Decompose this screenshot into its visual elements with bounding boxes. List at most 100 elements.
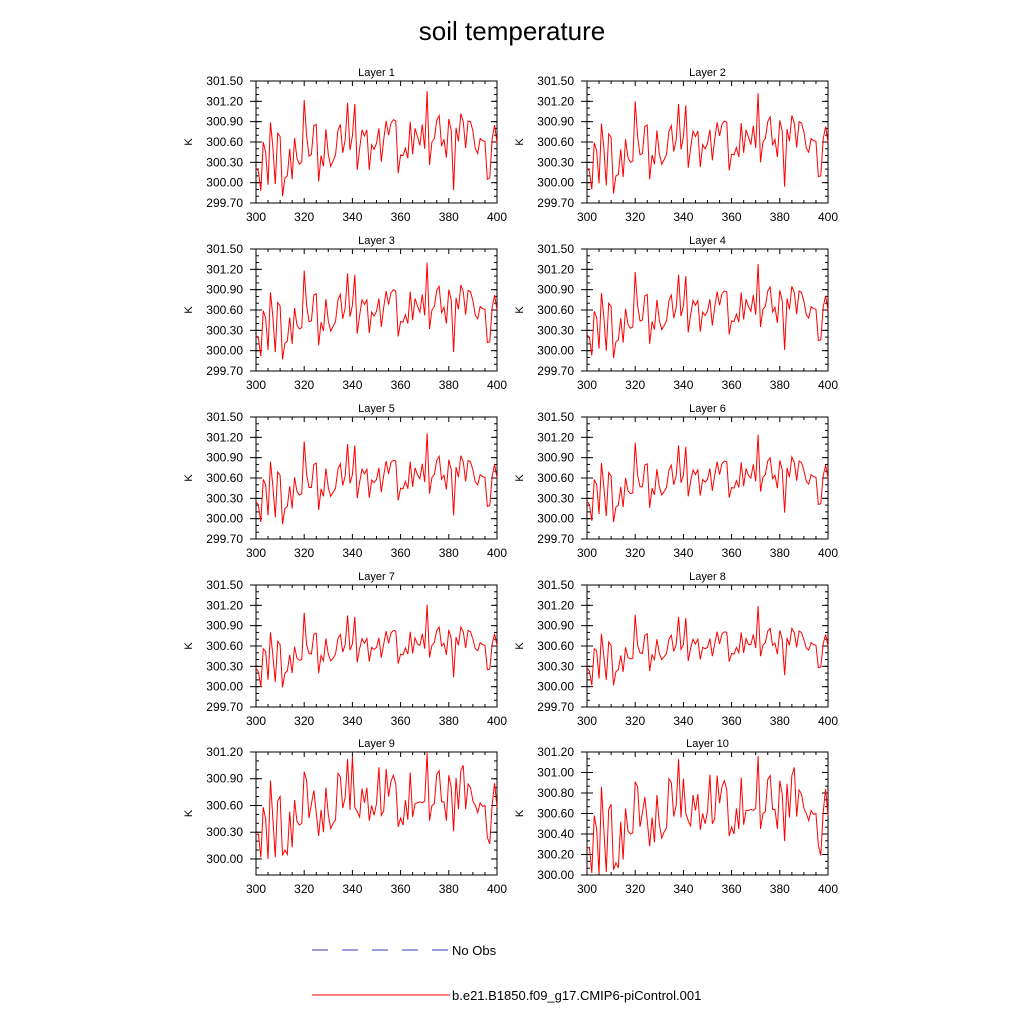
panel-title: Layer 3	[358, 235, 395, 247]
y-tick-label: 300.90	[537, 619, 574, 633]
y-tick-label: 300.60	[537, 135, 574, 149]
x-tick-label: 380	[770, 714, 790, 728]
y-axis-label: K	[183, 474, 195, 482]
y-axis-label: K	[183, 138, 195, 146]
x-tick-label: 300	[246, 714, 266, 728]
y-tick-label: 299.70	[206, 196, 243, 210]
panel-layer-3: Layer 3 K 300 320 340 360 380 400 299.70 300.00 30…	[183, 235, 507, 392]
y-tick-label: 300.60	[537, 807, 574, 821]
panel-title: Layer 5	[358, 403, 395, 415]
panel-layer-9: Layer 9 K 300 320 340 360 380 400 300.00 300.30 30…	[183, 738, 507, 896]
x-tick-label: 380	[770, 882, 790, 896]
x-tick-label: 400	[818, 210, 838, 224]
y-tick-label: 300.80	[537, 786, 574, 800]
y-tick-label: 301.50	[537, 410, 574, 424]
y-tick-label: 300.90	[206, 451, 243, 465]
x-tick-label: 340	[342, 378, 362, 392]
y-tick-label: 300.30	[206, 491, 243, 505]
x-tick-label: 300	[577, 714, 597, 728]
y-tick-label: 300.00	[537, 680, 574, 694]
x-tick-label: 300	[577, 882, 597, 896]
x-tick-label: 320	[294, 714, 314, 728]
y-tick-label: 300.30	[537, 323, 574, 337]
x-tick-label: 380	[770, 546, 790, 560]
y-tick-label: 300.90	[206, 283, 243, 297]
x-tick-label: 400	[487, 378, 507, 392]
x-tick-label: 400	[487, 714, 507, 728]
x-tick-label: 300	[246, 378, 266, 392]
panel-title: Layer 8	[689, 571, 726, 583]
y-tick-label: 301.50	[537, 242, 574, 256]
x-tick-label: 400	[818, 378, 838, 392]
x-tick-label: 400	[487, 546, 507, 560]
x-tick-label: 380	[439, 714, 459, 728]
legend-label-no-obs: No Obs	[452, 943, 497, 958]
x-tick-label: 360	[722, 210, 742, 224]
y-tick-label: 300.00	[206, 852, 243, 866]
x-tick-label: 400	[818, 546, 838, 560]
y-tick-label: 300.60	[537, 639, 574, 653]
y-axis-label: K	[514, 809, 526, 817]
x-tick-label: 380	[439, 882, 459, 896]
y-tick-label: 300.30	[537, 491, 574, 505]
panel-title: Layer 9	[358, 738, 395, 750]
y-axis-label: K	[514, 138, 526, 146]
x-tick-label: 300	[577, 546, 597, 560]
x-tick-label: 320	[625, 882, 645, 896]
panel-layer-5: Layer 5 K 300 320 340 360 380 400 299.70 300.00 30…	[183, 403, 507, 560]
x-tick-label: 320	[625, 714, 645, 728]
x-tick-label: 320	[625, 210, 645, 224]
y-axis-label: K	[514, 642, 526, 650]
y-tick-label: 299.70	[206, 532, 243, 546]
y-tick-label: 301.20	[206, 430, 243, 444]
panel-title: Layer 6	[689, 403, 726, 415]
x-tick-label: 360	[722, 882, 742, 896]
y-tick-label: 300.00	[537, 344, 574, 358]
y-tick-label: 299.70	[537, 196, 574, 210]
y-tick-label: 300.00	[537, 868, 574, 882]
x-tick-label: 320	[294, 378, 314, 392]
x-tick-label: 400	[487, 210, 507, 224]
x-tick-label: 320	[294, 210, 314, 224]
y-tick-label: 300.40	[537, 827, 574, 841]
y-tick-label: 301.50	[537, 74, 574, 88]
y-tick-label: 300.30	[537, 155, 574, 169]
y-tick-label: 301.50	[206, 74, 243, 88]
x-tick-label: 400	[818, 882, 838, 896]
x-tick-label: 340	[673, 714, 693, 728]
y-tick-label: 300.90	[206, 115, 243, 129]
x-tick-label: 340	[673, 210, 693, 224]
panel-title: Layer 4	[689, 235, 726, 247]
x-tick-label: 340	[342, 882, 362, 896]
panel-title: Layer 7	[358, 571, 395, 583]
y-tick-label: 299.70	[206, 700, 243, 714]
x-tick-label: 340	[342, 210, 362, 224]
y-axis-label: K	[183, 306, 195, 314]
y-tick-label: 301.20	[206, 94, 243, 108]
y-tick-label: 300.00	[206, 176, 243, 190]
x-tick-label: 380	[439, 210, 459, 224]
series-line	[255, 752, 498, 859]
y-tick-label: 301.50	[206, 242, 243, 256]
panel-layer-6: Layer 6 K 300 320 340 360 380 400 299.70 300.00 30…	[514, 403, 838, 560]
y-tick-label: 300.90	[537, 283, 574, 297]
x-tick-label: 340	[342, 714, 362, 728]
x-tick-label: 300	[246, 882, 266, 896]
series-line	[255, 433, 498, 525]
y-tick-label: 300.90	[537, 451, 574, 465]
y-tick-label: 301.20	[206, 745, 243, 759]
x-tick-label: 300	[577, 210, 597, 224]
x-tick-label: 300	[246, 210, 266, 224]
x-tick-label: 320	[625, 378, 645, 392]
x-tick-label: 360	[391, 210, 411, 224]
y-tick-label: 300.60	[206, 798, 243, 812]
chart-title: soil temperature	[419, 16, 605, 46]
x-tick-label: 360	[391, 714, 411, 728]
y-tick-label: 300.60	[206, 471, 243, 485]
series-line	[586, 93, 829, 194]
panel-layer-10: Layer 10 K 300 320 340 360 380 400 300.00 300.20 3…	[514, 738, 838, 896]
y-tick-label: 300.30	[206, 659, 243, 673]
y-axis-label: K	[183, 642, 195, 650]
y-tick-label: 300.60	[206, 639, 243, 653]
y-tick-label: 299.70	[537, 700, 574, 714]
